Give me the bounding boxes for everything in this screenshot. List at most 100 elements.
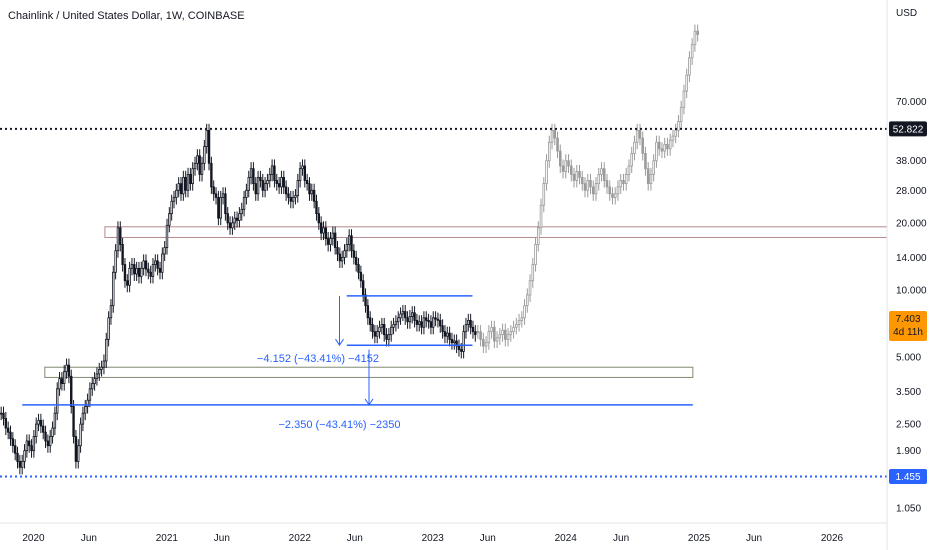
candle (660, 142, 664, 159)
x-tick-label: Jun (347, 533, 363, 544)
candle-body (415, 320, 419, 325)
candle-body (523, 305, 526, 319)
candle-body (58, 378, 61, 390)
candle-body (487, 331, 491, 344)
candle (366, 299, 370, 325)
candle (515, 317, 518, 335)
candle-body (545, 160, 548, 185)
candle-body (371, 324, 374, 333)
candle-body (425, 317, 428, 321)
candle (186, 167, 190, 198)
candle (415, 313, 419, 332)
candle-body (501, 329, 504, 336)
candle (44, 425, 47, 449)
candle-body (168, 213, 171, 226)
candle (504, 323, 507, 347)
candle-body (95, 373, 99, 380)
candle (627, 159, 631, 182)
y-tick-label: 10.000 (896, 285, 927, 296)
candle (385, 328, 388, 347)
candle-body (77, 445, 80, 462)
candle-body (354, 256, 358, 265)
candle-body (422, 317, 426, 328)
candle-body (177, 183, 180, 191)
candle-body (161, 253, 164, 273)
candle (556, 131, 559, 159)
candle (361, 274, 365, 302)
candle (411, 306, 414, 324)
candle (600, 162, 603, 182)
candle-body (600, 168, 603, 175)
candle (247, 170, 250, 198)
candle-body (498, 334, 502, 339)
candle (476, 325, 480, 339)
y-tick-label: 38.000 (896, 156, 927, 167)
candle (144, 254, 148, 277)
candle-body (100, 366, 103, 370)
candle (165, 218, 169, 255)
candle (263, 177, 267, 198)
x-axis[interactable]: 2020 Jun 2021 Jun 2022 Jun 2023 Jun 2024 Jun 2025 J… (22, 533, 843, 544)
x-tick-label: 2021 (156, 533, 179, 544)
candle (550, 123, 554, 150)
high-price-badge: 52.822 (889, 121, 927, 137)
candle (347, 229, 351, 252)
y-tick-label: 14.000 (896, 253, 927, 264)
candle-body (657, 141, 661, 150)
candle-body (259, 176, 262, 181)
candle-body (361, 280, 365, 296)
candle-body (175, 189, 178, 198)
candle (611, 187, 614, 205)
candle-body (534, 244, 537, 265)
candle-body (462, 331, 465, 352)
candle-body (282, 176, 285, 188)
candle-body (660, 148, 664, 152)
candle-body (67, 364, 71, 377)
candle-body (561, 165, 565, 172)
candle (135, 261, 138, 281)
candle-body (107, 317, 110, 340)
candle (644, 146, 647, 176)
candle (275, 173, 278, 191)
y-axis[interactable]: 70.000 38.000 28.000 20.000 14.000 10.000 5.00… (896, 97, 927, 514)
candle-body (109, 305, 113, 319)
candle (482, 332, 485, 354)
candle-body (42, 425, 45, 433)
candle-body (479, 331, 482, 340)
candle (591, 180, 595, 201)
candle-body (79, 423, 82, 447)
candle (517, 313, 521, 332)
candle-body (644, 152, 647, 170)
candle (175, 183, 178, 205)
candle (326, 232, 330, 252)
candle (408, 309, 412, 329)
candle-body (224, 193, 227, 215)
candle-body (512, 326, 515, 333)
candle (77, 439, 80, 469)
candle-body (149, 271, 152, 277)
candle (580, 170, 584, 191)
candle (266, 173, 269, 191)
candle (210, 156, 213, 194)
candle (70, 369, 73, 414)
y-tick-label: 3.500 (896, 387, 921, 398)
candle-body (51, 427, 54, 437)
candle-body (443, 331, 447, 337)
x-tick-label: 2025 (688, 533, 711, 544)
candle (119, 221, 122, 252)
candle (224, 187, 227, 221)
candle (450, 332, 454, 350)
candle (509, 325, 513, 342)
candle-body (616, 186, 620, 195)
candle-body (301, 165, 304, 170)
candle-body (457, 345, 461, 350)
x-tick-label: 2026 (821, 533, 844, 544)
candle (16, 446, 19, 469)
candle (394, 315, 398, 332)
candle-body (564, 160, 568, 172)
candle (221, 187, 225, 205)
candle (526, 288, 529, 313)
candle (539, 198, 543, 235)
candle (100, 360, 103, 377)
